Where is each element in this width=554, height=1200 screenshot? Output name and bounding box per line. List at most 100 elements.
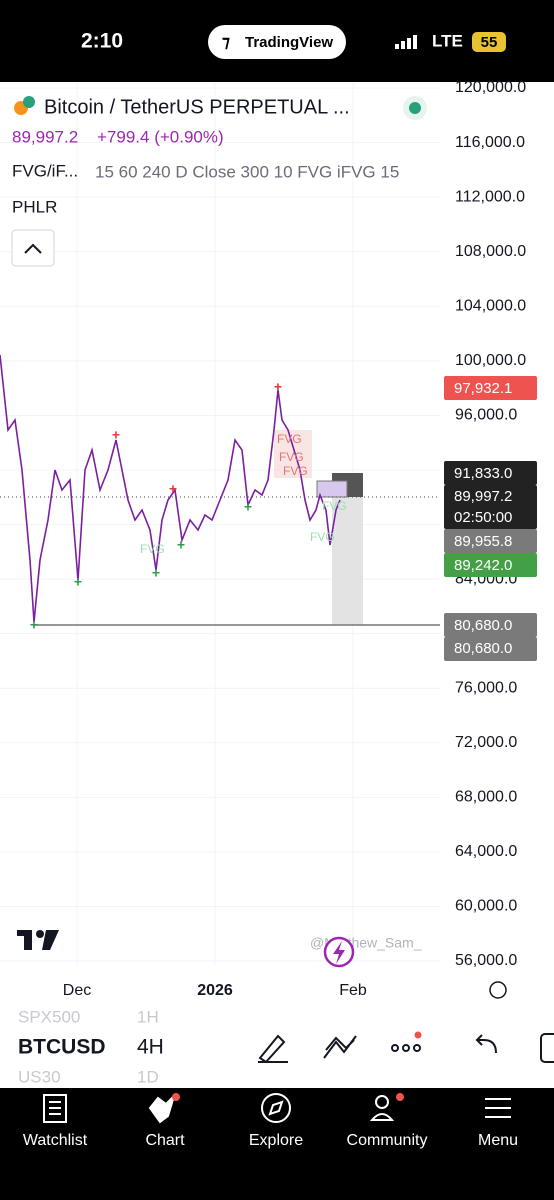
price-axis-label: 76,000.0 — [455, 679, 517, 696]
network: LTE — [432, 31, 463, 50]
collapse-button[interactable] — [11, 229, 55, 267]
symbol-title: Bitcoin / TetherUS PERPETUAL ... — [44, 96, 350, 118]
settings-icon[interactable] — [489, 981, 507, 999]
price-tag: 89,997.2 — [454, 488, 512, 505]
marker: + — [30, 617, 38, 633]
fvg-label: FVG — [322, 499, 347, 513]
time-axis-label: Dec — [63, 982, 91, 999]
tag-bg — [444, 376, 537, 400]
price-tag: 91,833.0 — [454, 465, 512, 482]
indicator-name: PHLR — [12, 197, 57, 216]
price-axis-label: 56,000.0 — [455, 952, 517, 969]
price-tag: 80,680.0 — [454, 640, 512, 657]
fvg-label: FVG — [283, 464, 308, 478]
countdown: 02:50:00 — [454, 509, 512, 526]
symbol-option[interactable]: US30 — [18, 1067, 61, 1086]
indicators-icon[interactable] — [323, 1035, 357, 1059]
marker: + — [169, 481, 177, 497]
symbol-bar — [0, 1008, 554, 1088]
compass-needle — [268, 1100, 284, 1116]
market-status-dot — [409, 102, 421, 114]
indicator-params: 15 60 240 D Close 300 10 FVG iFVG 15 — [95, 162, 399, 181]
marker: + — [274, 379, 282, 395]
undo-icon[interactable] — [475, 1034, 497, 1054]
tab-label[interactable]: Chart — [145, 1132, 185, 1149]
interval[interactable]: 4H — [137, 1036, 164, 1059]
more-icon[interactable] — [391, 1044, 421, 1052]
price-axis-label: 100,000.0 — [455, 352, 526, 369]
clock: 2:10 — [81, 30, 123, 53]
symbol[interactable]: BTCUSD — [18, 1036, 106, 1059]
signal — [401, 41, 405, 49]
swing-lows: + + + + + — [30, 499, 252, 633]
price-change: +799.4 (+0.90%) — [97, 127, 224, 146]
tab-icons — [43, 1093, 511, 1124]
interval-option[interactable]: 1H — [137, 1007, 159, 1026]
signal — [395, 44, 399, 49]
fvg-label: FVG — [140, 542, 165, 556]
dot — [391, 1044, 399, 1052]
menu-icon[interactable] — [485, 1098, 511, 1118]
explore-icon[interactable] — [261, 1093, 291, 1123]
app-name: TradingView — [245, 34, 333, 51]
price-axis-label: 116,000.0 — [455, 134, 525, 151]
fvg-box — [316, 480, 348, 498]
badge — [414, 1031, 422, 1039]
price-axis-label: 104,000.0 — [455, 297, 526, 314]
marker: + — [152, 565, 160, 581]
logo-part — [24, 930, 32, 950]
symbol-option[interactable]: SPX500 — [18, 1007, 80, 1026]
tab-labels: Watchlist Chart Explore Community Menu — [23, 1132, 518, 1149]
fvg-label: FVG — [277, 432, 302, 446]
watchlist-icon[interactable] — [43, 1094, 67, 1123]
tab-bar — [0, 1088, 554, 1200]
coin-icon — [23, 96, 35, 108]
battery — [472, 32, 506, 52]
price-axis-label: 60,000.0 — [455, 898, 517, 915]
tag-bg — [444, 485, 537, 529]
price-axis-label: 120,000.0 — [455, 79, 526, 96]
range-box — [332, 497, 363, 625]
price-axis-label: 112,000.0 — [455, 188, 525, 205]
time-axis-label: Feb — [339, 982, 367, 999]
time-axis: Dec 2026 Feb — [63, 982, 367, 999]
fullscreen-icon[interactable] — [540, 1033, 554, 1063]
draw-icon[interactable] — [258, 1034, 288, 1064]
community-body — [369, 1113, 395, 1121]
tag-bg — [444, 553, 537, 577]
tab-label[interactable]: Watchlist — [23, 1132, 88, 1149]
tab-label[interactable]: Menu — [478, 1132, 518, 1149]
price-tag: 97,932.1 — [454, 380, 512, 397]
price-axis-label: 96,000.0 — [455, 407, 517, 424]
indicator-name: FVG/iF... — [12, 161, 78, 180]
marker: + — [244, 499, 252, 515]
marker: + — [74, 574, 82, 590]
dot — [402, 1044, 410, 1052]
price-tag: 80,680.0 — [454, 617, 512, 634]
app-pill[interactable] — [208, 25, 346, 59]
price-axis-label: 68,000.0 — [455, 789, 517, 806]
community-icon[interactable] — [375, 1095, 389, 1109]
time-axis-label: 2026 — [197, 982, 233, 999]
tag-bg — [444, 637, 537, 661]
last-price: 89,997.2 — [12, 127, 78, 146]
fvg-zone — [274, 430, 312, 478]
price-line — [0, 354, 341, 623]
swing-highs: + + + — [112, 379, 282, 497]
tab-label[interactable]: Explore — [249, 1132, 303, 1149]
price-axis-label: 72,000.0 — [455, 734, 517, 751]
signal — [413, 35, 417, 49]
logo-part — [36, 930, 44, 938]
badge — [172, 1093, 180, 1101]
interval-option[interactable]: 1D — [137, 1067, 159, 1086]
price-tag: 89,955.8 — [454, 533, 512, 550]
tag-bg — [444, 529, 537, 553]
battery-level: 55 — [481, 34, 498, 51]
tag-bg — [444, 613, 537, 637]
tv-logo — [17, 930, 59, 950]
tv-mini-logo: ⁊ — [222, 34, 230, 51]
tab-label[interactable]: Community — [347, 1132, 428, 1149]
